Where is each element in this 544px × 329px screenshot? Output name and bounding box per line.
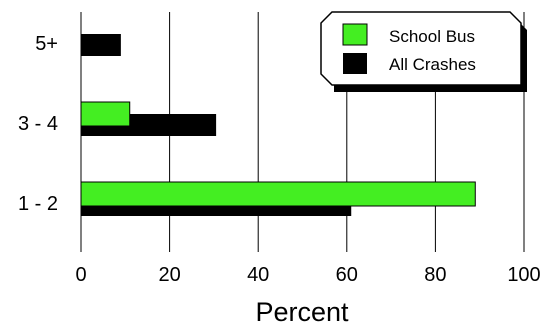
legend-label-all-crashes: All Crashes	[389, 55, 476, 74]
y-tick-label-5-: 5+	[35, 33, 58, 55]
bar-school-bus-3-4	[80, 101, 131, 127]
x-tick-label-20: 20	[158, 264, 180, 286]
x-tick-label-40: 40	[247, 264, 269, 286]
legend-swatch-school-bus	[342, 23, 368, 46]
tick-labels: 0 20 40 60 80 100 1 - 2 3 - 4 5+	[18, 33, 541, 286]
x-tick-label-80: 80	[424, 264, 446, 286]
legend-box	[320, 11, 522, 86]
x-tick-label-100: 100	[507, 264, 540, 286]
legend-swatch-all-crashes	[343, 53, 367, 74]
y-tick-label-3-4: 3 - 4	[18, 113, 58, 135]
legend: School Bus All Crashes	[320, 11, 527, 92]
x-axis-title: Percent	[255, 297, 349, 327]
bar-school-bus-1-2	[80, 181, 476, 207]
bar-all-crashes-5-	[81, 34, 121, 56]
x-tick-label-60: 60	[336, 264, 358, 286]
bars	[80, 34, 476, 216]
legend-label-school-bus: School Bus	[389, 27, 475, 46]
x-tick-label-0: 0	[75, 264, 86, 286]
y-tick-label-1-2: 1 - 2	[18, 193, 58, 215]
